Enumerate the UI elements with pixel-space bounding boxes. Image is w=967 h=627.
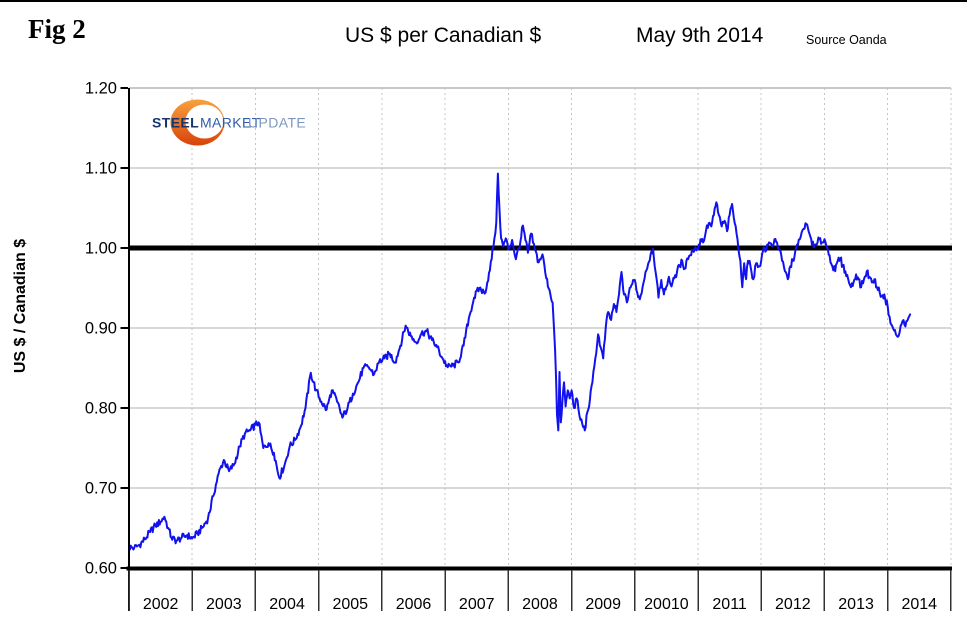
steel-market-update-logo: STEEL MARKET UPDATE xyxy=(152,99,306,146)
x-year-label: 2006 xyxy=(396,596,432,613)
x-year-label: 20010 xyxy=(644,596,689,613)
x-year-label: 2005 xyxy=(332,596,368,613)
top-border-rule xyxy=(0,0,967,2)
x-year-label: 2013 xyxy=(838,596,874,613)
x-year-label: 2009 xyxy=(585,596,621,613)
x-year-label: 2004 xyxy=(269,596,305,613)
y-tick-label: 0.60 xyxy=(85,560,117,578)
x-year-label: 2012 xyxy=(775,596,811,613)
axis-labels: 1.20 1.10 1.00 0.90 0.80 0.70 0.60 2002 2003 2004… xyxy=(85,80,937,614)
x-year-label: 2002 xyxy=(143,596,179,613)
y-tick-label: 0.90 xyxy=(85,320,117,338)
x-year-label: 2008 xyxy=(522,596,558,613)
usd-cad-line-series xyxy=(128,172,912,551)
logo-crescent-cutout xyxy=(185,104,224,139)
x-year-label: 2007 xyxy=(459,596,495,613)
x-year-label: 2014 xyxy=(901,596,937,613)
axes xyxy=(120,87,952,611)
logo-word-market: MARKET xyxy=(200,115,261,131)
x-year-label: 2011 xyxy=(712,596,747,613)
exchange-rate-polyline xyxy=(128,172,912,551)
figure-label: Fig 2 xyxy=(28,14,86,44)
chart-source: Source Oanda xyxy=(806,33,887,47)
logo-word-update: UPDATE xyxy=(248,115,306,131)
x-year-label: 2003 xyxy=(206,596,242,613)
y-tick-label: 1.00 xyxy=(85,240,117,258)
y-tick-label: 0.70 xyxy=(85,480,117,498)
chart-date: May 9th 2014 xyxy=(636,24,764,47)
y-tick-label: 1.10 xyxy=(85,160,117,178)
y-tick-label: 0.80 xyxy=(85,400,117,418)
logo-word-steel: STEEL xyxy=(152,115,199,131)
y-tick-label: 1.20 xyxy=(85,80,117,98)
y-axis-title: US $ / Canadian $ xyxy=(12,239,29,373)
chart-title: US $ per Canadian $ xyxy=(345,24,542,47)
gridlines xyxy=(129,87,952,568)
